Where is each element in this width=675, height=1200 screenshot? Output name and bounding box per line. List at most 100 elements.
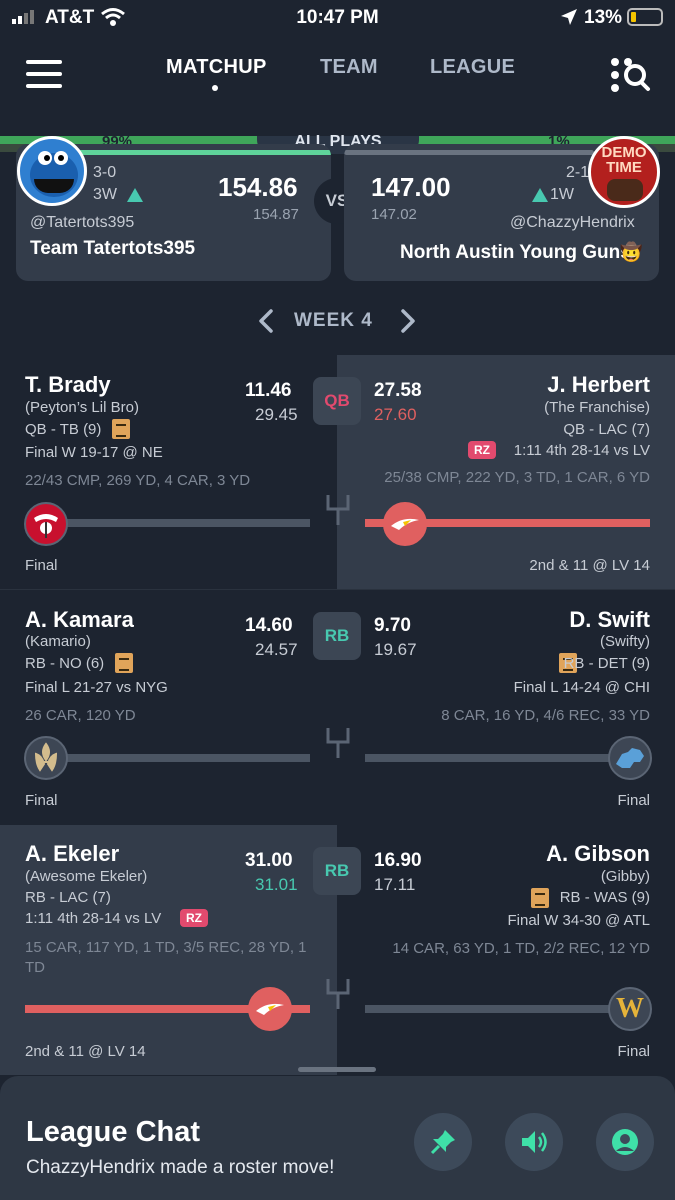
player-news-icon[interactable] xyxy=(559,653,578,673)
drag-handle[interactable] xyxy=(298,1067,376,1072)
left-player-nickname: (Kamario) xyxy=(25,633,91,650)
right-player-name[interactable]: A. Gibson xyxy=(546,841,650,866)
right-game-status: Final W 34-30 @ ATL xyxy=(507,912,651,929)
right-team-avatar: DEMO TIME xyxy=(588,136,660,208)
right-progress-fill xyxy=(365,519,650,527)
signal-icon xyxy=(12,10,38,24)
active-tab-indicator xyxy=(212,85,218,91)
left-highlight xyxy=(0,825,337,1075)
league-chat-panel[interactable]: League Chat ChazzyHendrix made a roster … xyxy=(0,1067,675,1200)
chat-message: ChazzyHendrix made a roster move! xyxy=(26,1157,335,1178)
streak-up-icon xyxy=(532,188,548,202)
goalpost-icon xyxy=(326,495,350,525)
left-game-status: 1:11 4th 28-14 vs LV xyxy=(25,910,162,927)
left-points: 14.60 xyxy=(245,615,293,636)
player-news-icon[interactable] xyxy=(115,653,133,673)
redzone-badge: RZ xyxy=(180,909,208,927)
lineup-row[interactable]: A. Kamara (Kamario) RB - NO (6) Final L … xyxy=(0,590,675,824)
lineup-row[interactable]: T. Brady (Peyton’s Lil Bro) QB - TB (9) … xyxy=(0,355,675,589)
position-badge: RB xyxy=(313,847,361,895)
right-score: 147.00 xyxy=(371,172,451,202)
left-score: 154.86 xyxy=(218,172,298,202)
left-player-pos-team: QB - TB (9) xyxy=(25,421,102,438)
left-team-name: Team Tatertots395 xyxy=(30,238,196,259)
left-player-name[interactable]: A. Kamara xyxy=(25,607,134,632)
cowboy-emoji: 🤠 xyxy=(620,242,643,262)
left-player-pos-team: RB - LAC (7) xyxy=(25,889,111,906)
right-player-nickname: (Gibby) xyxy=(600,868,650,885)
left-handle: @Tatertots395 xyxy=(30,214,135,231)
player-news-icon[interactable] xyxy=(112,419,130,439)
left-streak: 3W xyxy=(93,186,117,203)
right-projection: 17.11 xyxy=(374,875,416,894)
right-streak: 1W xyxy=(550,186,574,203)
right-highlight xyxy=(337,355,675,589)
redzone-badge: RZ xyxy=(468,441,496,459)
buccaneers-logo xyxy=(24,502,68,546)
left-player-name[interactable]: T. Brady xyxy=(25,372,111,397)
next-week-chevron-icon[interactable] xyxy=(400,309,416,333)
left-team-avatar xyxy=(17,136,87,206)
lions-logo xyxy=(608,736,652,780)
tab-team[interactable]: TEAM xyxy=(320,56,378,78)
tab-matchup[interactable]: MATCHUP xyxy=(166,56,267,78)
chargers-logo xyxy=(248,987,292,1031)
location-arrow-icon xyxy=(561,9,577,25)
audio-button[interactable] xyxy=(505,1113,563,1171)
avatar-text: DEMO TIME xyxy=(601,144,647,176)
profile-button[interactable] xyxy=(596,1113,654,1171)
user-icon xyxy=(612,1129,638,1155)
left-projection: 31.01 xyxy=(255,875,298,894)
menu-icon[interactable] xyxy=(26,58,62,90)
carrier-label: AT&T xyxy=(45,7,95,28)
right-player-pos-team: RB - WAS (9) xyxy=(559,889,650,906)
left-player-nickname: (Peyton’s Lil Bro) xyxy=(25,399,139,416)
streak-up-icon xyxy=(127,188,143,202)
player-news-icon[interactable] xyxy=(531,888,549,908)
right-player-stats: 8 CAR, 16 YD, 4/6 REC, 33 YD xyxy=(441,707,650,724)
status-bar: AT&T 10:47 PM 13% xyxy=(0,0,675,36)
week-label: WEEK 4 xyxy=(294,310,373,331)
search-icon[interactable] xyxy=(610,56,652,94)
right-points: 27.58 xyxy=(374,380,422,401)
right-player-pos-team: QB - LAC (7) xyxy=(563,421,650,438)
prev-week-chevron-icon[interactable] xyxy=(258,309,274,333)
left-game-status: Final W 19-17 @ NE xyxy=(25,444,163,461)
right-game-status: Final L 14-24 @ CHI xyxy=(513,679,650,696)
chat-title: League Chat xyxy=(26,1116,201,1148)
tab-league[interactable]: LEAGUE xyxy=(430,56,516,78)
right-player-name[interactable]: J. Herbert xyxy=(547,372,650,397)
right-handle: @ChazzyHendrix xyxy=(510,214,635,231)
left-player-stats: 22/43 CMP, 269 YD, 4 CAR, 3 YD xyxy=(25,472,251,489)
left-game-status: Final L 21-27 vs NYG xyxy=(25,679,168,696)
lineup-row[interactable]: A. Ekeler (Awesome Ekeler) RB - LAC (7) … xyxy=(0,825,675,1075)
left-points: 11.46 xyxy=(245,380,292,401)
right-team-name: North Austin Young Guns xyxy=(400,242,631,263)
left-progress-fill xyxy=(25,1005,310,1013)
pin-button[interactable] xyxy=(414,1113,472,1171)
left-progress-track xyxy=(66,754,310,762)
right-player-name[interactable]: D. Swift xyxy=(569,607,650,632)
right-player-stats: 14 CAR, 63 YD, 1 TD, 2/2 REC, 12 YD xyxy=(392,940,650,957)
right-progress-track xyxy=(365,754,609,762)
left-projected: 154.87 xyxy=(253,206,299,223)
right-footer: Final xyxy=(617,792,650,809)
left-player-name[interactable]: A. Ekeler xyxy=(25,841,120,866)
speaker-icon xyxy=(522,1131,547,1153)
right-player-pos-team: RB - DET (9) xyxy=(563,655,650,672)
goalpost-icon xyxy=(326,728,350,758)
left-footer: Final xyxy=(25,557,58,574)
battery-percent: 13% xyxy=(584,7,623,28)
left-footer: 2nd & 11 @ LV 14 xyxy=(25,1043,146,1060)
left-player-pos-team: RB - NO (6) xyxy=(25,655,105,672)
right-points: 16.90 xyxy=(374,850,422,871)
right-projection: 19.67 xyxy=(374,640,417,659)
left-team-card[interactable]: 3-0 3W 154.86 154.87 @Tatertots395 Team … xyxy=(16,144,331,281)
position-badge: QB xyxy=(313,377,361,425)
left-player-nickname: (Awesome Ekeler) xyxy=(25,868,148,885)
left-record: 3-0 xyxy=(93,164,117,181)
right-footer: Final xyxy=(617,1043,650,1060)
position-badge: RB xyxy=(313,612,361,660)
chargers-logo xyxy=(383,502,427,546)
right-points: 9.70 xyxy=(374,615,411,636)
